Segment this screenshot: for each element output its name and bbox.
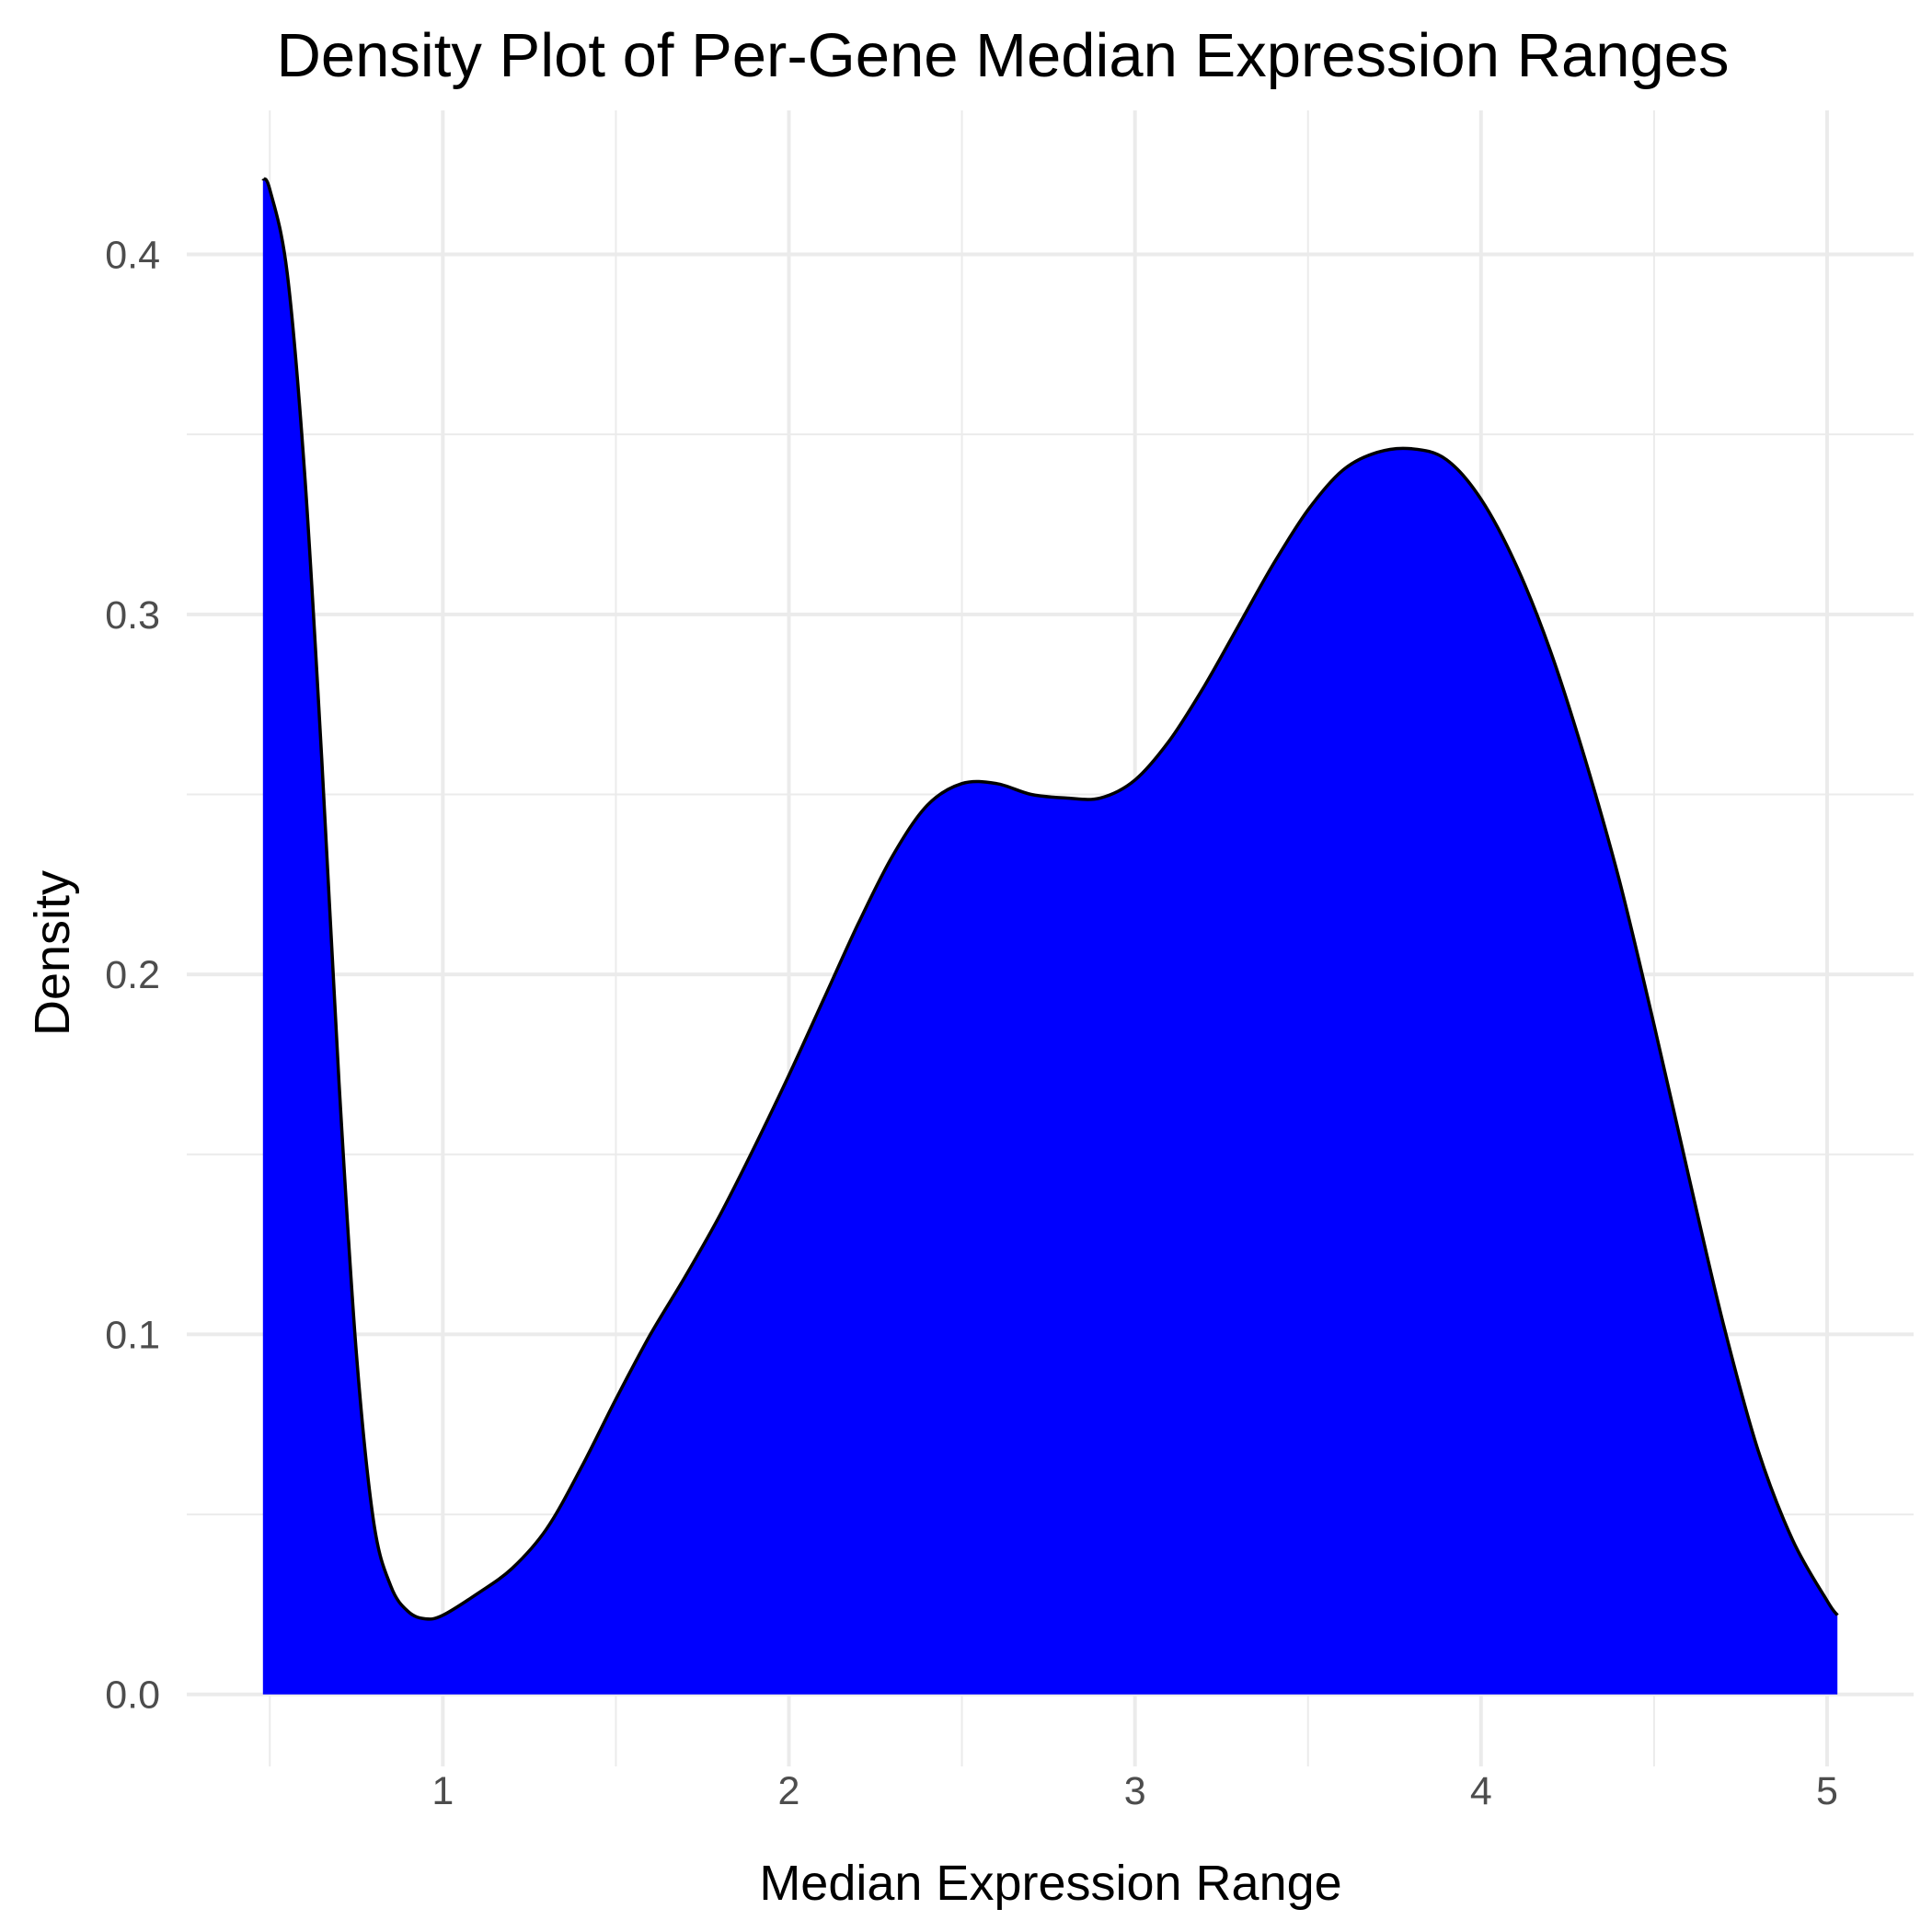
y-axis-tick-labels: 0.0 0.1 0.2 0.3 0.4 xyxy=(105,234,160,1718)
x-tick-label: 2 xyxy=(778,1769,800,1813)
density-area xyxy=(262,178,1838,1695)
x-axis-tick-labels: 1 2 3 4 5 xyxy=(431,1769,1838,1813)
y-tick-label: 0.0 xyxy=(105,1673,160,1718)
x-tick-label: 1 xyxy=(431,1769,454,1813)
density-curve-line xyxy=(261,177,1839,1621)
y-axis-title: Density xyxy=(25,870,80,1036)
y-tick-label: 0.4 xyxy=(105,234,160,278)
x-tick-label: 4 xyxy=(1470,1769,1492,1813)
y-tick-label: 0.3 xyxy=(105,593,160,638)
x-tick-label: 5 xyxy=(1816,1769,1838,1813)
chart-title: Density Plot of Per-Gene Median Expressi… xyxy=(276,21,1729,90)
x-tick-label: 3 xyxy=(1124,1769,1146,1813)
x-axis-title: Median Expression Range xyxy=(759,1856,1341,1911)
y-tick-label: 0.2 xyxy=(105,953,160,997)
y-tick-label: 0.1 xyxy=(105,1313,160,1357)
